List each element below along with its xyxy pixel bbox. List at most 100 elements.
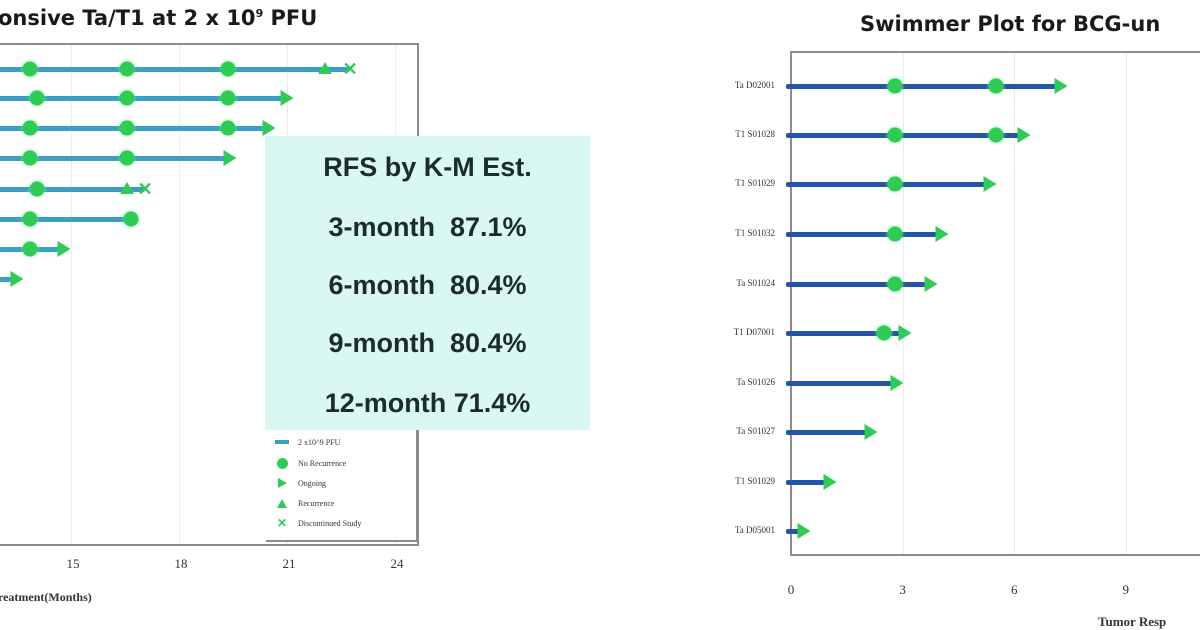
right-chart-plot-area (790, 51, 1200, 556)
patient-bar (0, 155, 228, 161)
x-tick-label: 9 (1122, 582, 1130, 597)
discontinued-x-icon: ✕ (342, 59, 358, 79)
patient-label: T1 S01028 (735, 129, 775, 139)
no-recurrence-circle-icon (119, 61, 135, 77)
no-recurrence-circle-icon (876, 325, 892, 341)
no-recurrence-circle-icon (29, 90, 45, 106)
patient-bar (786, 330, 903, 336)
patient-bar (786, 231, 940, 237)
gridline (179, 45, 180, 544)
rfs-row-12-month: 12-month 71.4% (324, 388, 531, 418)
rfs-row-9-month: 9-month 80.4% (328, 328, 527, 358)
patient-bar (786, 479, 829, 485)
ongoing-arrow-icon (57, 241, 71, 257)
legend-item-recurrence: Recurrence (272, 494, 334, 512)
patient-bar (786, 181, 989, 187)
x-tick-label: 6 (1010, 582, 1018, 597)
no-recurrence-circle-icon (887, 127, 903, 143)
right-chart-title: Swimmer Plot for BCG-un (860, 12, 1161, 36)
x-tick-label: 0 (787, 582, 795, 597)
no-recurrence-circle-icon (988, 127, 1004, 143)
ongoing-arrow-icon (823, 474, 837, 490)
x-marker-icon: ✕ (276, 516, 288, 530)
patient-label: T1 S01032 (735, 228, 775, 238)
left-chart-title: onsive Ta/T1 at 2 x 109 PFU (0, 6, 318, 30)
gridline (1014, 53, 1016, 554)
arrow-marker-icon (272, 478, 292, 488)
legend-item-no-recurrence: No Recurrence (272, 454, 346, 472)
gridline (902, 53, 904, 554)
patient-label: T1 S01029 (735, 178, 775, 188)
no-recurrence-circle-icon (887, 226, 903, 242)
patient-bar (0, 276, 16, 282)
x-tick-label: 24 (390, 556, 404, 571)
ongoing-arrow-icon (280, 90, 294, 106)
patient-bar (0, 216, 135, 222)
patient-label: Ta D05001 (734, 525, 775, 535)
ongoing-arrow-icon (1054, 78, 1068, 94)
no-recurrence-circle-icon (22, 61, 38, 77)
left-chart-legend: 2 x10^9 PFU No Recurrence Ongoing Recurr… (266, 430, 418, 542)
ongoing-arrow-icon (10, 271, 24, 287)
rfs-row-6-month: 6-month 80.4% (328, 270, 527, 300)
ongoing-arrow-icon (890, 375, 904, 391)
recurrence-triangle-icon (120, 182, 134, 194)
no-recurrence-circle-icon (220, 90, 236, 106)
ongoing-arrow-icon (983, 176, 997, 192)
ongoing-arrow-icon (1017, 127, 1031, 143)
no-recurrence-circle-icon (22, 241, 38, 257)
no-recurrence-circle-icon (29, 181, 45, 197)
no-recurrence-circle-icon (119, 90, 135, 106)
patient-bar (786, 429, 870, 435)
no-recurrence-circle-icon (123, 211, 139, 227)
x-tick-label: 21 (282, 556, 296, 571)
no-recurrence-circle-icon (887, 78, 903, 94)
ongoing-arrow-icon (262, 120, 276, 136)
patient-label: Ta S01026 (736, 377, 775, 387)
patient-bar (786, 281, 929, 287)
patient-label: T1 S01029 (735, 476, 775, 486)
ongoing-arrow-icon (935, 226, 949, 242)
no-recurrence-circle-icon (887, 276, 903, 292)
legend-item-ongoing: Ongoing (272, 474, 326, 492)
patient-label: Ta S01027 (736, 426, 775, 436)
patient-bar (0, 186, 145, 192)
no-recurrence-circle-icon (988, 78, 1004, 94)
patient-bar (0, 95, 286, 101)
no-recurrence-circle-icon (220, 61, 236, 77)
bar-swatch-icon (272, 440, 292, 444)
ongoing-arrow-icon (797, 523, 811, 539)
left-chart-x-axis-title: reatment(Months) (0, 590, 92, 604)
triangle-marker-icon (272, 498, 292, 508)
gridline (71, 45, 72, 544)
gridline (1125, 53, 1127, 554)
patient-bar (0, 66, 351, 72)
patient-bar (786, 528, 803, 534)
no-recurrence-circle-icon (22, 120, 38, 136)
circle-marker-icon (272, 457, 292, 469)
patient-bar (786, 83, 1059, 89)
x-tick-label: 18 (174, 556, 188, 571)
patient-bar (786, 380, 896, 386)
no-recurrence-circle-icon (22, 211, 38, 227)
ongoing-arrow-icon (864, 424, 878, 440)
recurrence-triangle-icon (318, 62, 332, 74)
patient-label: Ta D02001 (734, 80, 775, 90)
rfs-heading: RFS by K-M Est. (323, 152, 532, 182)
no-recurrence-circle-icon (119, 150, 135, 166)
patient-label: Ta S01024 (736, 278, 775, 288)
ongoing-arrow-icon (924, 276, 938, 292)
discontinued-x-icon: ✕ (137, 179, 153, 199)
no-recurrence-circle-icon (119, 120, 135, 136)
no-recurrence-circle-icon (22, 150, 38, 166)
x-tick-label: 15 (66, 556, 80, 571)
x-tick-label: 3 (899, 582, 906, 597)
legend-item-dose: 2 x10^9 PFU (272, 433, 340, 451)
patient-label: T1 D07001 (733, 327, 775, 337)
rfs-row-3-month: 3-month 87.1% (328, 212, 527, 242)
no-recurrence-circle-icon (887, 176, 903, 192)
right-chart-x-axis-title: Tumor Resp (1098, 614, 1167, 629)
ongoing-arrow-icon (223, 150, 237, 166)
legend-item-discontinued: ✕ Discontinued Study (272, 514, 361, 532)
patient-bar (786, 132, 1022, 138)
